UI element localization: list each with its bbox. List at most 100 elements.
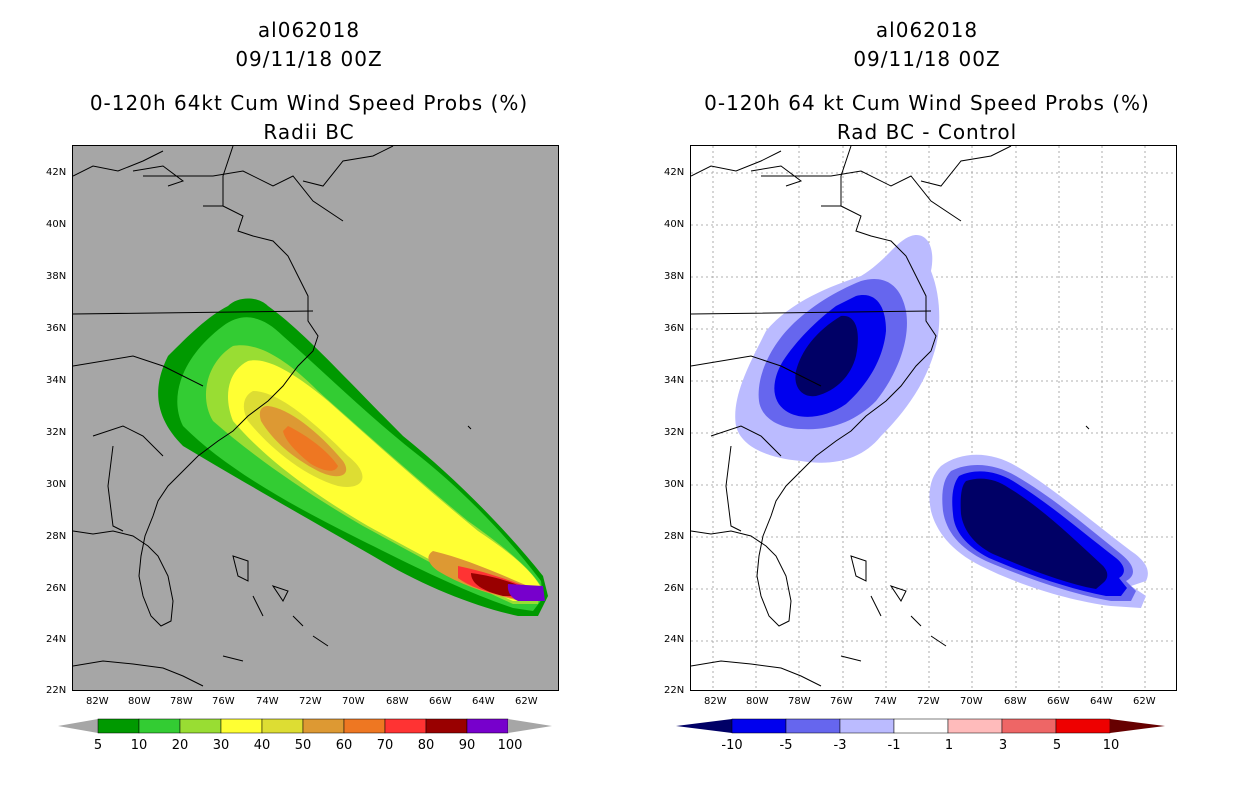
lat-label: 36N (46, 323, 67, 334)
lat-label: 22N (46, 685, 67, 696)
right-product-title: 0-120h 64 kt Cum Wind Speed Probs (%) (704, 91, 1150, 115)
left-cbar-box (220, 718, 263, 734)
lat-label: 28N (664, 531, 685, 542)
right-cbar-box (785, 718, 841, 734)
lat-label: 30N (46, 479, 67, 490)
cbar-label: 90 (458, 738, 476, 753)
left-panel: al062018 09/11/18 00Z 0-120h 64kt Cum Wi… (46, 18, 559, 753)
left-product-title: 0-120h 64kt Cum Wind Speed Probs (%) (89, 91, 529, 115)
cbar-label: 10 (1102, 738, 1120, 753)
left-map (72, 145, 559, 691)
lat-label: 22N (664, 685, 685, 696)
lon-label: 74W (256, 696, 279, 707)
cbar-label: 40 (253, 738, 271, 753)
lat-label: 26N (46, 583, 67, 594)
lon-label: 74W (874, 696, 897, 707)
cbar-label: -3 (833, 738, 847, 753)
right-cbar-box (947, 718, 1003, 734)
lon-label: 62W (515, 696, 538, 707)
cbar-label: 10 (130, 738, 148, 753)
lon-label: 80W (128, 696, 151, 707)
cbar-label: 60 (335, 738, 353, 753)
right-colorbar-boxes (676, 718, 1165, 734)
right-cbar-box (893, 718, 949, 734)
left-probability-swath (158, 298, 548, 616)
lat-label: 32N (664, 427, 685, 438)
lon-label: 72W (299, 696, 322, 707)
lat-label: 24N (46, 634, 67, 645)
lat-label: 40N (664, 219, 685, 230)
right-subtitle: Rad BC - Control (836, 120, 1018, 144)
cbar-label: 5 (1052, 738, 1062, 753)
right-panel: al062018 09/11/18 00Z 0-120h 64 kt Cum W… (618, 0, 1236, 800)
lon-label: 68W (386, 696, 409, 707)
cbar-label: 20 (171, 738, 189, 753)
lat-label: 34N (46, 375, 67, 386)
lon-label: 64W (1090, 696, 1113, 707)
left-cbar-box (302, 718, 345, 734)
lon-label: 76W (830, 696, 853, 707)
cbar-label: 1 (944, 738, 954, 753)
lat-label: 38N (664, 271, 685, 282)
right-cbar-box (1055, 718, 1111, 734)
cbar-label: -10 (721, 738, 743, 753)
lon-label: 78W (170, 696, 193, 707)
lon-label: 70W (960, 696, 983, 707)
lat-label: 32N (46, 427, 67, 438)
lon-label: 80W (746, 696, 769, 707)
left-cbar-box (261, 718, 304, 734)
lon-label: 82W (704, 696, 727, 707)
right-map (690, 145, 1177, 691)
lat-label: 40N (46, 219, 67, 230)
lon-label: 64W (472, 696, 495, 707)
left-date: 09/11/18 00Z (235, 47, 383, 71)
cbar-label: 100 (497, 738, 523, 753)
left-colorbar-boxes (97, 718, 509, 734)
left-cbar-min-arrow (58, 719, 98, 733)
lat-label: 28N (46, 531, 67, 542)
lat-label: 42N (46, 167, 67, 178)
lon-label: 68W (1004, 696, 1027, 707)
cbar-label: -1 (887, 738, 901, 753)
right-cbar-max-arrow (1110, 719, 1165, 733)
cbar-label: 3 (998, 738, 1008, 753)
left-storm-id: al062018 (257, 18, 361, 42)
lat-label: 42N (664, 167, 685, 178)
lat-label: 36N (664, 323, 685, 334)
left-coastlines (73, 146, 472, 687)
cbar-label: 5 (93, 738, 103, 753)
lat-label: 38N (46, 271, 67, 282)
lon-label: 82W (86, 696, 109, 707)
cbar-label: 50 (294, 738, 312, 753)
lon-label: 72W (917, 696, 940, 707)
lon-label: 70W (342, 696, 365, 707)
left-cbar-box (97, 718, 140, 734)
right-map-graphics (691, 146, 1176, 690)
lon-label: 62W (1133, 696, 1156, 707)
left-cbar-box (138, 718, 181, 734)
right-cbar-min-arrow (676, 719, 732, 733)
lon-label: 66W (1047, 696, 1070, 707)
lon-label: 78W (788, 696, 811, 707)
left-map-graphics (73, 146, 548, 687)
right-cbar-box (839, 718, 895, 734)
cbar-label: 70 (376, 738, 394, 753)
right-storm-id: al062018 (875, 18, 979, 42)
lon-label: 66W (429, 696, 452, 707)
cbar-label: -5 (779, 738, 793, 753)
cbar-label: 30 (212, 738, 230, 753)
right-difference-swath-2 (929, 454, 1148, 608)
left-subtitle: Radii BC (263, 120, 355, 144)
right-coastlines (691, 146, 1090, 687)
cbar-label: 80 (417, 738, 435, 753)
right-difference-swath-1 (735, 235, 940, 463)
left-cbar-box (466, 718, 509, 734)
left-cbar-box (384, 718, 427, 734)
left-cbar-max-arrow (508, 719, 552, 733)
left-cbar-box (343, 718, 386, 734)
lat-label: 24N (664, 634, 685, 645)
right-date: 09/11/18 00Z (853, 47, 1001, 71)
lat-label: 30N (664, 479, 685, 490)
lat-label: 26N (664, 583, 685, 594)
left-cbar-box (179, 718, 222, 734)
